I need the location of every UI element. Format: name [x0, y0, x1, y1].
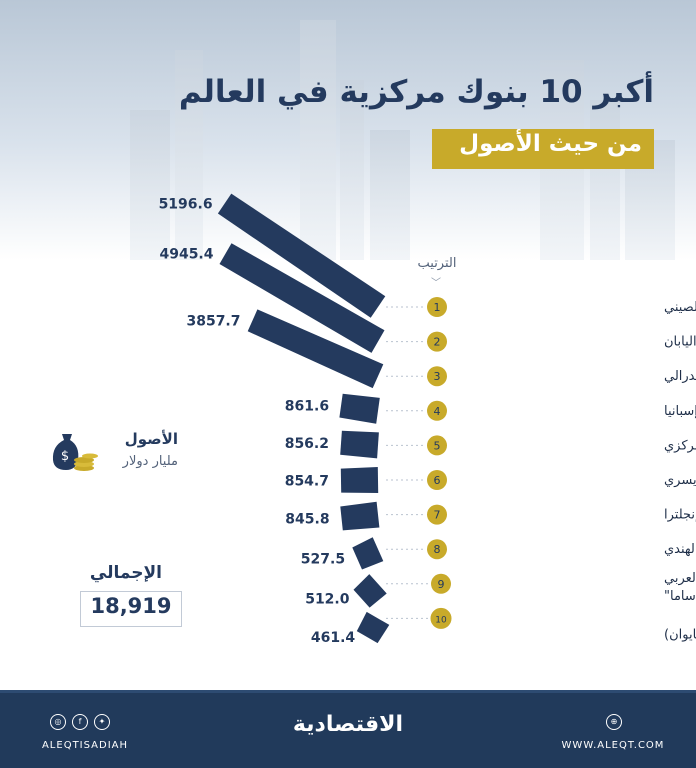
category-label-1: بنك الشعب الصيني	[664, 300, 696, 315]
subtitle-banner	[432, 129, 654, 169]
value-label-5: 856.2	[285, 436, 329, 452]
rank-number-10: 10	[435, 615, 447, 625]
bar-9	[353, 574, 387, 608]
rank-badge-6	[427, 470, 447, 490]
bar-2	[219, 243, 385, 353]
legend-title: الأصول	[124, 430, 178, 448]
value-label-9: 512.0	[305, 592, 350, 608]
value-label-8: 527.5	[301, 552, 345, 568]
bar-8	[352, 537, 384, 570]
rank-badge-5	[427, 435, 447, 456]
rank-badge-4	[427, 400, 447, 421]
category-label-3: البنك الاحتياطي الفيدرالي	[664, 369, 696, 384]
category-label-9: مؤسسة النقد العربيالسعودي "ساما"	[664, 571, 696, 604]
bar-4	[339, 393, 380, 424]
value-label-4: 861.6	[285, 399, 329, 415]
total-value: 18,919	[90, 594, 172, 618]
website-link[interactable]: WWW.ALEQT.COM	[561, 740, 665, 751]
value-label-1: 5196.6	[159, 197, 213, 213]
bar-5	[340, 430, 379, 459]
money-bag-icon: $	[52, 434, 98, 471]
value-label-7: 845.8	[285, 511, 329, 527]
rank-number-2: 2	[434, 336, 441, 349]
rank-badge-8	[427, 539, 447, 560]
category-label-5: بنك البرازيل المركزي	[664, 438, 696, 453]
rank-badge-3	[427, 366, 447, 387]
category-label-4: بنك إسبانيا	[664, 404, 696, 419]
category-label-10: البنك المركزي الصيني (تايوان)	[664, 627, 696, 642]
page-title: أكبر 10 بنوك مركزية في العالم	[178, 74, 654, 110]
svg-text:$: $	[61, 449, 69, 464]
value-label-6: 854.7	[285, 474, 329, 490]
rank-number-4: 4	[434, 405, 441, 418]
chevron-down-icon: ﹀	[431, 278, 441, 289]
value-label-10: 461.4	[311, 630, 356, 646]
rank-badge-10	[430, 607, 452, 629]
category-label-8: البنك الاحتياطي الهندي	[664, 542, 696, 557]
total-label: الإجمالي	[89, 563, 162, 583]
rank-badge-9	[431, 573, 451, 594]
brand-logo: الاقتصادية	[292, 712, 404, 737]
legend-unit: مليار دولار	[122, 454, 178, 469]
social-icons: ◎ f ✦	[50, 714, 110, 730]
rank-badge-7	[427, 504, 447, 525]
rank-number-6: 6	[434, 474, 441, 487]
value-label-3: 3857.7	[186, 313, 240, 329]
bar-chart: 5196.6 1 بنك الشعب الصيني 4945.4 2 بنك اليابا…	[159, 193, 696, 646]
twitter-icon[interactable]: ✦	[94, 714, 110, 730]
category-label-7: بنك إنجلترا	[664, 508, 696, 523]
bar-7	[340, 501, 380, 531]
rank-badge-1	[427, 297, 447, 317]
rank-number-3: 3	[434, 370, 441, 383]
instagram-icon[interactable]: ◎	[50, 714, 66, 730]
rank-number-5: 5	[434, 439, 441, 452]
bar-3	[247, 309, 384, 389]
rank-number-9: 9	[438, 578, 445, 591]
social-handle[interactable]: ALEQTISADIAH	[41, 740, 129, 751]
globe-icon: ⊕	[606, 714, 622, 730]
footer-stripe	[0, 690, 696, 693]
category-label-6: البنك الوطني السويسري	[664, 473, 696, 488]
rank-number-8: 8	[434, 543, 441, 556]
category-label-2: بنك اليابان	[664, 335, 696, 350]
footer	[0, 690, 696, 768]
bar-10	[356, 611, 390, 644]
bar-6	[340, 467, 379, 493]
value-label-2: 4945.4	[159, 247, 213, 263]
rank-number-7: 7	[434, 509, 441, 522]
facebook-icon[interactable]: f	[72, 714, 88, 730]
rank-header: الترتيب	[417, 256, 457, 271]
rank-number-1: 1	[434, 301, 441, 314]
total-box	[80, 591, 182, 627]
rank-badge-2	[427, 331, 447, 352]
page-subtitle: من حيث الأصول	[459, 131, 642, 157]
bar-1	[217, 193, 386, 318]
